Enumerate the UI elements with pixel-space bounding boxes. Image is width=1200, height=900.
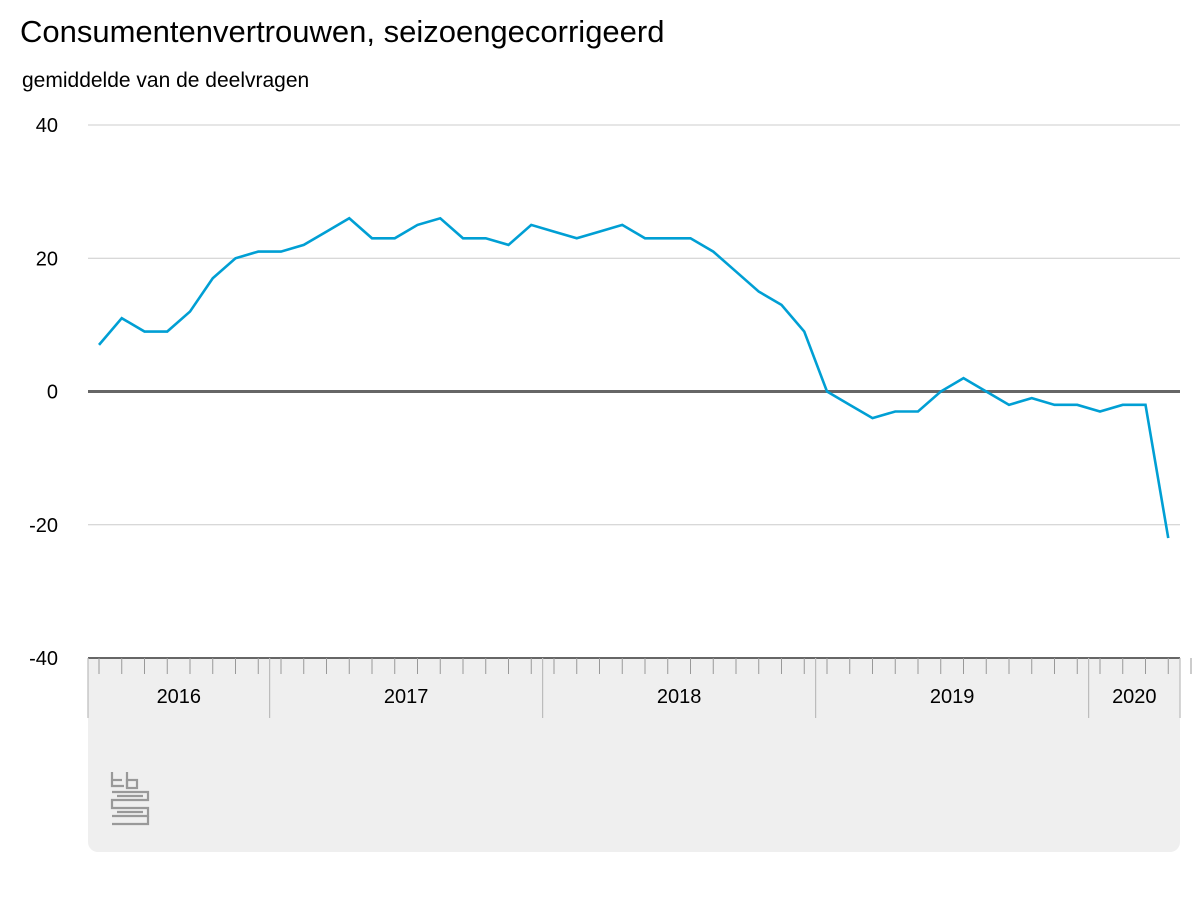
y-tick-label: -20 xyxy=(29,515,58,537)
y-axis-tick-labels: 40 20 0 -20 -40 xyxy=(29,115,58,670)
y-tick-label: 40 xyxy=(36,115,58,137)
series-layer xyxy=(98,216,1170,539)
y-tick-label: -40 xyxy=(29,648,58,670)
chart-subtitle: gemiddelde van de deelvragen xyxy=(22,69,310,92)
y-tick-label: 20 xyxy=(36,248,58,270)
cbs-logo-icon xyxy=(110,772,150,826)
chart-title: Consumentenvertrouwen, seizoengecorrigee… xyxy=(20,14,665,49)
x-year-label: 2018 xyxy=(657,686,702,708)
x-year-label: 2017 xyxy=(384,686,429,708)
x-year-label: 2016 xyxy=(157,686,202,708)
x-year-label: 2020 xyxy=(1112,686,1157,708)
y-tick-label: 0 xyxy=(47,382,58,404)
grid-lines xyxy=(88,124,1180,526)
x-axis: 2016 2017 2018 2019 2020 xyxy=(87,657,1192,718)
series-line xyxy=(98,216,1170,539)
x-year-label: 2019 xyxy=(930,686,975,708)
